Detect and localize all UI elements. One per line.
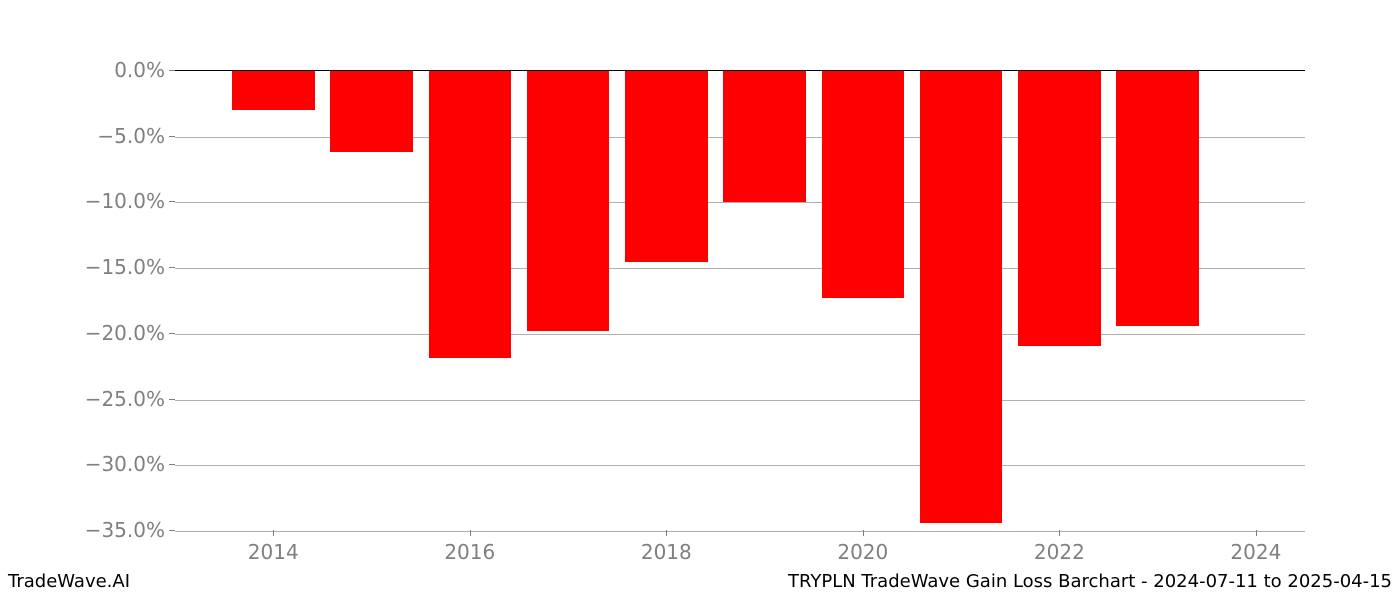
y-axis-tick-mark [169,136,175,137]
y-axis-tick-label: 0.0% [65,58,165,82]
grid-line [175,531,1305,532]
y-axis-tick-mark [169,70,175,71]
x-axis-tick-mark [666,530,667,536]
bar-2020 [822,71,905,298]
y-axis-tick-label: −20.0% [65,321,165,345]
grid-line [175,465,1305,466]
y-axis-tick-mark [169,267,175,268]
y-axis-tick-mark [169,530,175,531]
grid-line [175,400,1305,401]
x-axis-tick-mark [863,530,864,536]
y-axis-tick-label: −5.0% [65,124,165,148]
y-axis-tick-label: −30.0% [65,452,165,476]
footer-brand: TradeWave.AI [8,571,130,592]
plot-area [175,70,1305,531]
x-axis-tick-label: 2022 [1034,540,1085,564]
x-axis-tick-mark [273,530,274,536]
x-axis-tick-mark [1059,530,1060,536]
x-axis-tick-label: 2018 [641,540,692,564]
bar-2021 [920,71,1003,523]
footer-caption: TRYPLN TradeWave Gain Loss Barchart - 20… [788,571,1392,592]
x-axis-tick-label: 2024 [1230,540,1281,564]
x-axis-tick-mark [1256,530,1257,536]
grid-line [175,334,1305,335]
y-axis-tick-mark [169,399,175,400]
y-axis-tick-label: −35.0% [65,518,165,542]
x-axis-tick-mark [470,530,471,536]
bar-2016 [429,71,512,358]
bar-2019 [723,71,806,202]
bar-2017 [527,71,610,331]
x-axis-tick-label: 2014 [248,540,299,564]
y-axis-tick-label: −10.0% [65,189,165,213]
x-axis-tick-label: 2016 [444,540,495,564]
bar-2015 [330,71,413,152]
gain-loss-barchart: 0.0% −5.0% −10.0% −15.0% −20.0% −25.0% −30.0% −… [0,0,1400,600]
y-axis-tick-label: −15.0% [65,255,165,279]
bar-2023 [1116,71,1199,326]
y-axis-tick-mark [169,464,175,465]
bar-2022 [1018,71,1101,346]
x-axis-tick-label: 2020 [837,540,888,564]
bar-2014 [232,71,315,110]
y-axis-tick-mark [169,333,175,334]
bar-2018 [625,71,708,262]
y-axis-tick-mark [169,201,175,202]
y-axis-tick-label: −25.0% [65,387,165,411]
